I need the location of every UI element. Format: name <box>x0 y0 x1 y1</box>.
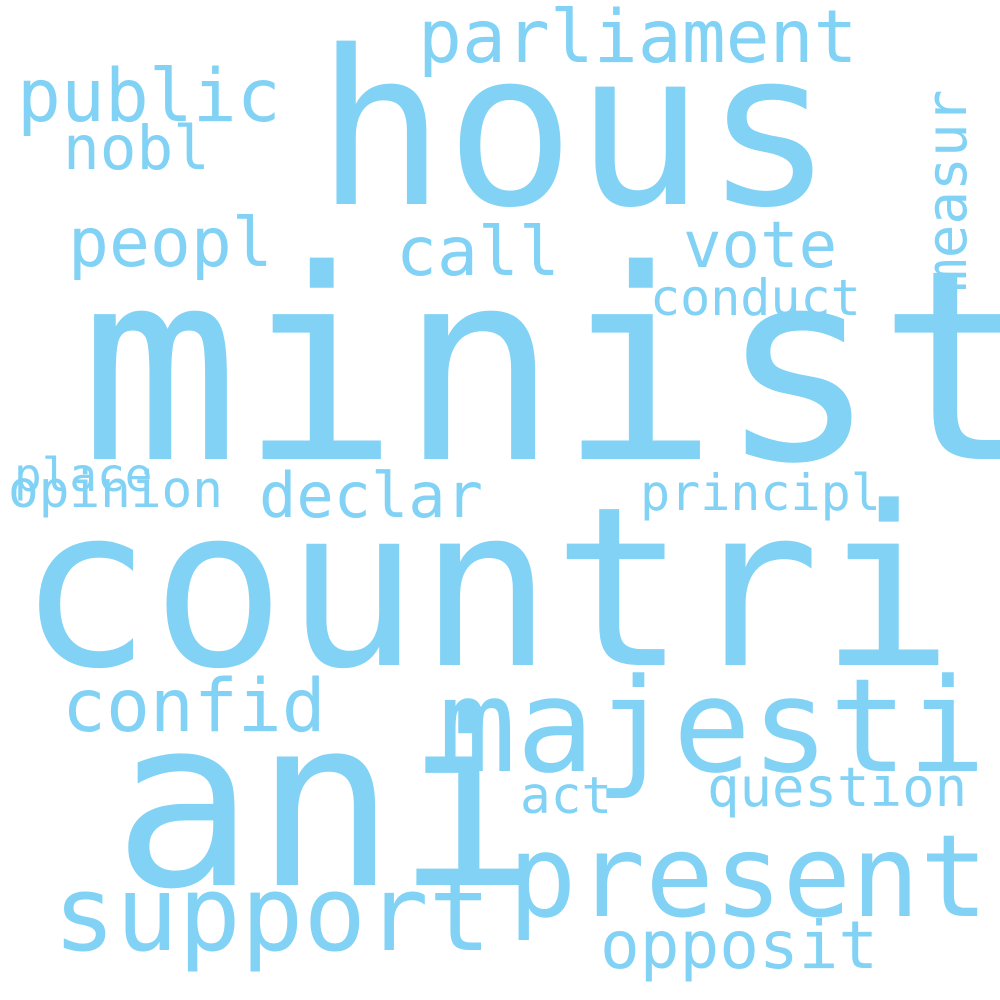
word-countri: countri <box>18 460 954 718</box>
word-call: call <box>396 213 560 292</box>
word-place: place <box>14 448 153 502</box>
word-declar: declar <box>259 459 483 532</box>
word-peopl: peopl <box>68 204 273 283</box>
word-confid: confid <box>62 664 326 749</box>
word-support: support <box>53 853 492 975</box>
word-minist: minist <box>80 214 1000 522</box>
word-opposit: opposit <box>600 907 879 984</box>
word-ani: ani <box>113 668 538 941</box>
word-majesti: majesti <box>438 650 986 802</box>
word-principl: principl <box>640 464 881 522</box>
word-question: question <box>707 756 968 819</box>
word-present: present <box>508 810 989 943</box>
word-opinion: opinion <box>8 461 223 520</box>
word-nobl: nobl <box>63 113 210 184</box>
word-act: act <box>520 767 613 826</box>
word-parliament: parliament <box>418 0 858 80</box>
word-hous: hous <box>316 4 834 255</box>
word-public: public <box>17 54 281 139</box>
word-conduct: conduct <box>650 269 861 327</box>
word-vote: vote <box>683 209 838 283</box>
